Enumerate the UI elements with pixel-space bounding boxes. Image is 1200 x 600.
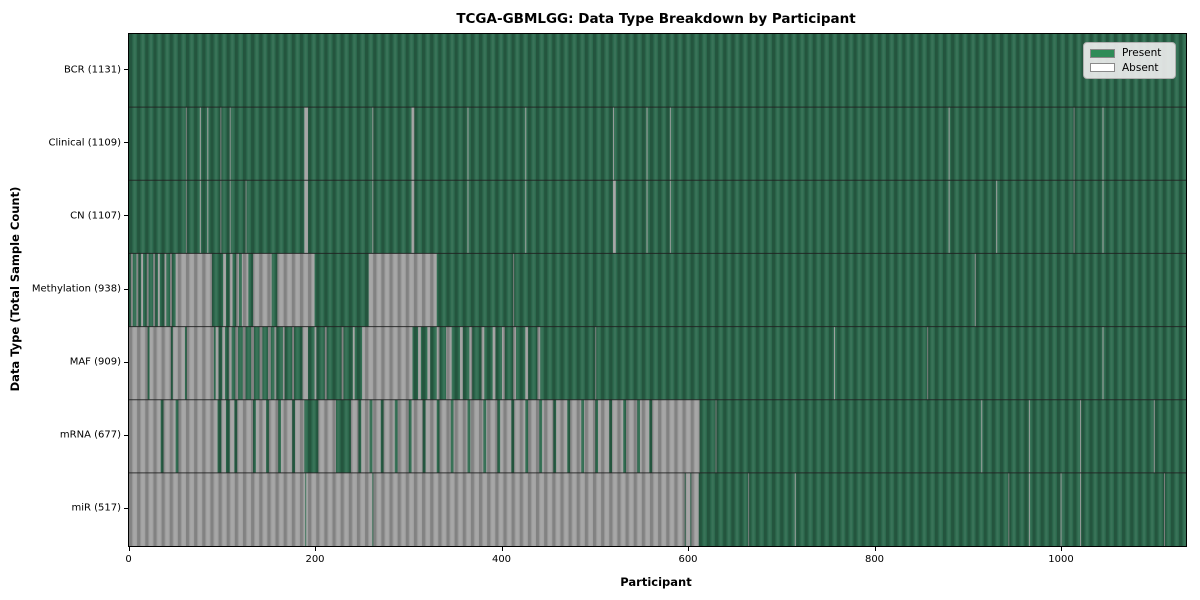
plot-area [128, 33, 1187, 547]
presence-matrix [129, 34, 1186, 546]
y-tick-mark [124, 507, 128, 509]
chart-title: TCGA-GBMLGG: Data Type Breakdown by Part… [456, 11, 856, 27]
x-tick-label-1000: 1000 [1048, 554, 1074, 565]
x-tick-label-800: 800 [864, 554, 885, 565]
legend-label-absent: Absent [1122, 61, 1159, 74]
y-tick-label-miR: miR (517) [71, 502, 121, 514]
x-tick-mark [688, 546, 689, 551]
x-tick-label-400: 400 [491, 554, 512, 565]
y-tick-mark [124, 288, 128, 290]
legend-swatch-absent [1090, 63, 1115, 73]
y-tick-label-Methylation: Methylation (938) [31, 283, 121, 295]
x-tick-label-200: 200 [305, 554, 325, 565]
x-tick-mark [128, 546, 130, 551]
y-tick-label-CN: CN (1107) [70, 210, 121, 222]
x-tick-mark [501, 546, 503, 551]
y-tick-mark [124, 142, 128, 144]
x-tick-mark [1061, 546, 1062, 551]
legend-entry-absent: Absent [1090, 61, 1168, 74]
y-tick-mark [124, 215, 128, 217]
x-tick-mark [315, 546, 316, 551]
y-tick-label-mRNA: mRNA (677) [59, 429, 121, 441]
legend-entry-present: Present [1090, 48, 1168, 59]
x-tick-label-600: 600 [678, 554, 698, 565]
y-tick-label-MAF: MAF (909) [69, 356, 121, 368]
y-tick-label-BCR: BCR (1131) [63, 64, 121, 76]
x-tick-label-0: 0 [125, 554, 132, 565]
y-tick-mark [124, 69, 128, 71]
bar-texture-overlay [129, 34, 1186, 546]
y-tick-mark [124, 434, 128, 436]
legend-swatch-present [1090, 48, 1115, 58]
legend: Present Absent [1083, 42, 1176, 79]
y-tick-mark [124, 361, 128, 363]
y-tick-label-Clinical: Clinical (1109) [48, 137, 122, 149]
x-tick-mark [874, 546, 876, 551]
legend-label-present: Present [1122, 47, 1162, 59]
x-axis-label: Participant [620, 575, 692, 589]
